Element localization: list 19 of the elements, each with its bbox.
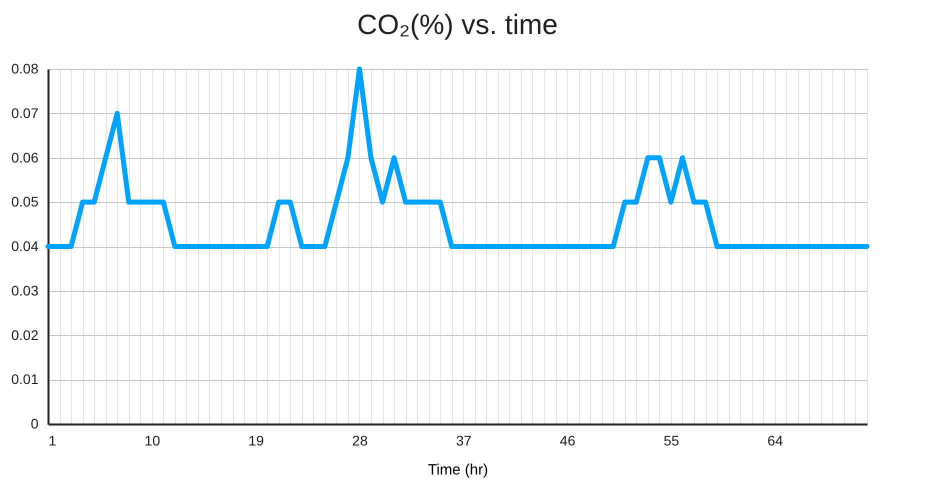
chart-title: CO₂(%) vs. time	[357, 9, 558, 40]
y-tick-label: 0.08	[11, 60, 39, 76]
x-tick-label: 46	[560, 432, 576, 448]
x-tick-label: 64	[767, 432, 784, 448]
y-tick-label: 0.03	[11, 282, 39, 298]
y-tick-label: 0.01	[11, 371, 39, 388]
x-tick-label: 55	[664, 432, 680, 448]
x-tick-label: 10	[144, 432, 160, 448]
y-tick-label: 0.05	[11, 194, 39, 210]
y-tick-label: 0.06	[11, 149, 39, 166]
y-tick-label: 0.02	[11, 326, 39, 343]
x-axis-title: Time (hr)	[428, 462, 488, 478]
y-tick-label: 0.04	[11, 238, 39, 254]
x-tick-label: 28	[352, 432, 368, 448]
x-tick-label: 19	[248, 432, 264, 448]
x-tick-label: 37	[456, 432, 472, 448]
y-tick-label: 0.07	[11, 104, 39, 121]
y-tick-label: 0	[30, 416, 39, 432]
x-tick-label: 1	[48, 432, 56, 448]
